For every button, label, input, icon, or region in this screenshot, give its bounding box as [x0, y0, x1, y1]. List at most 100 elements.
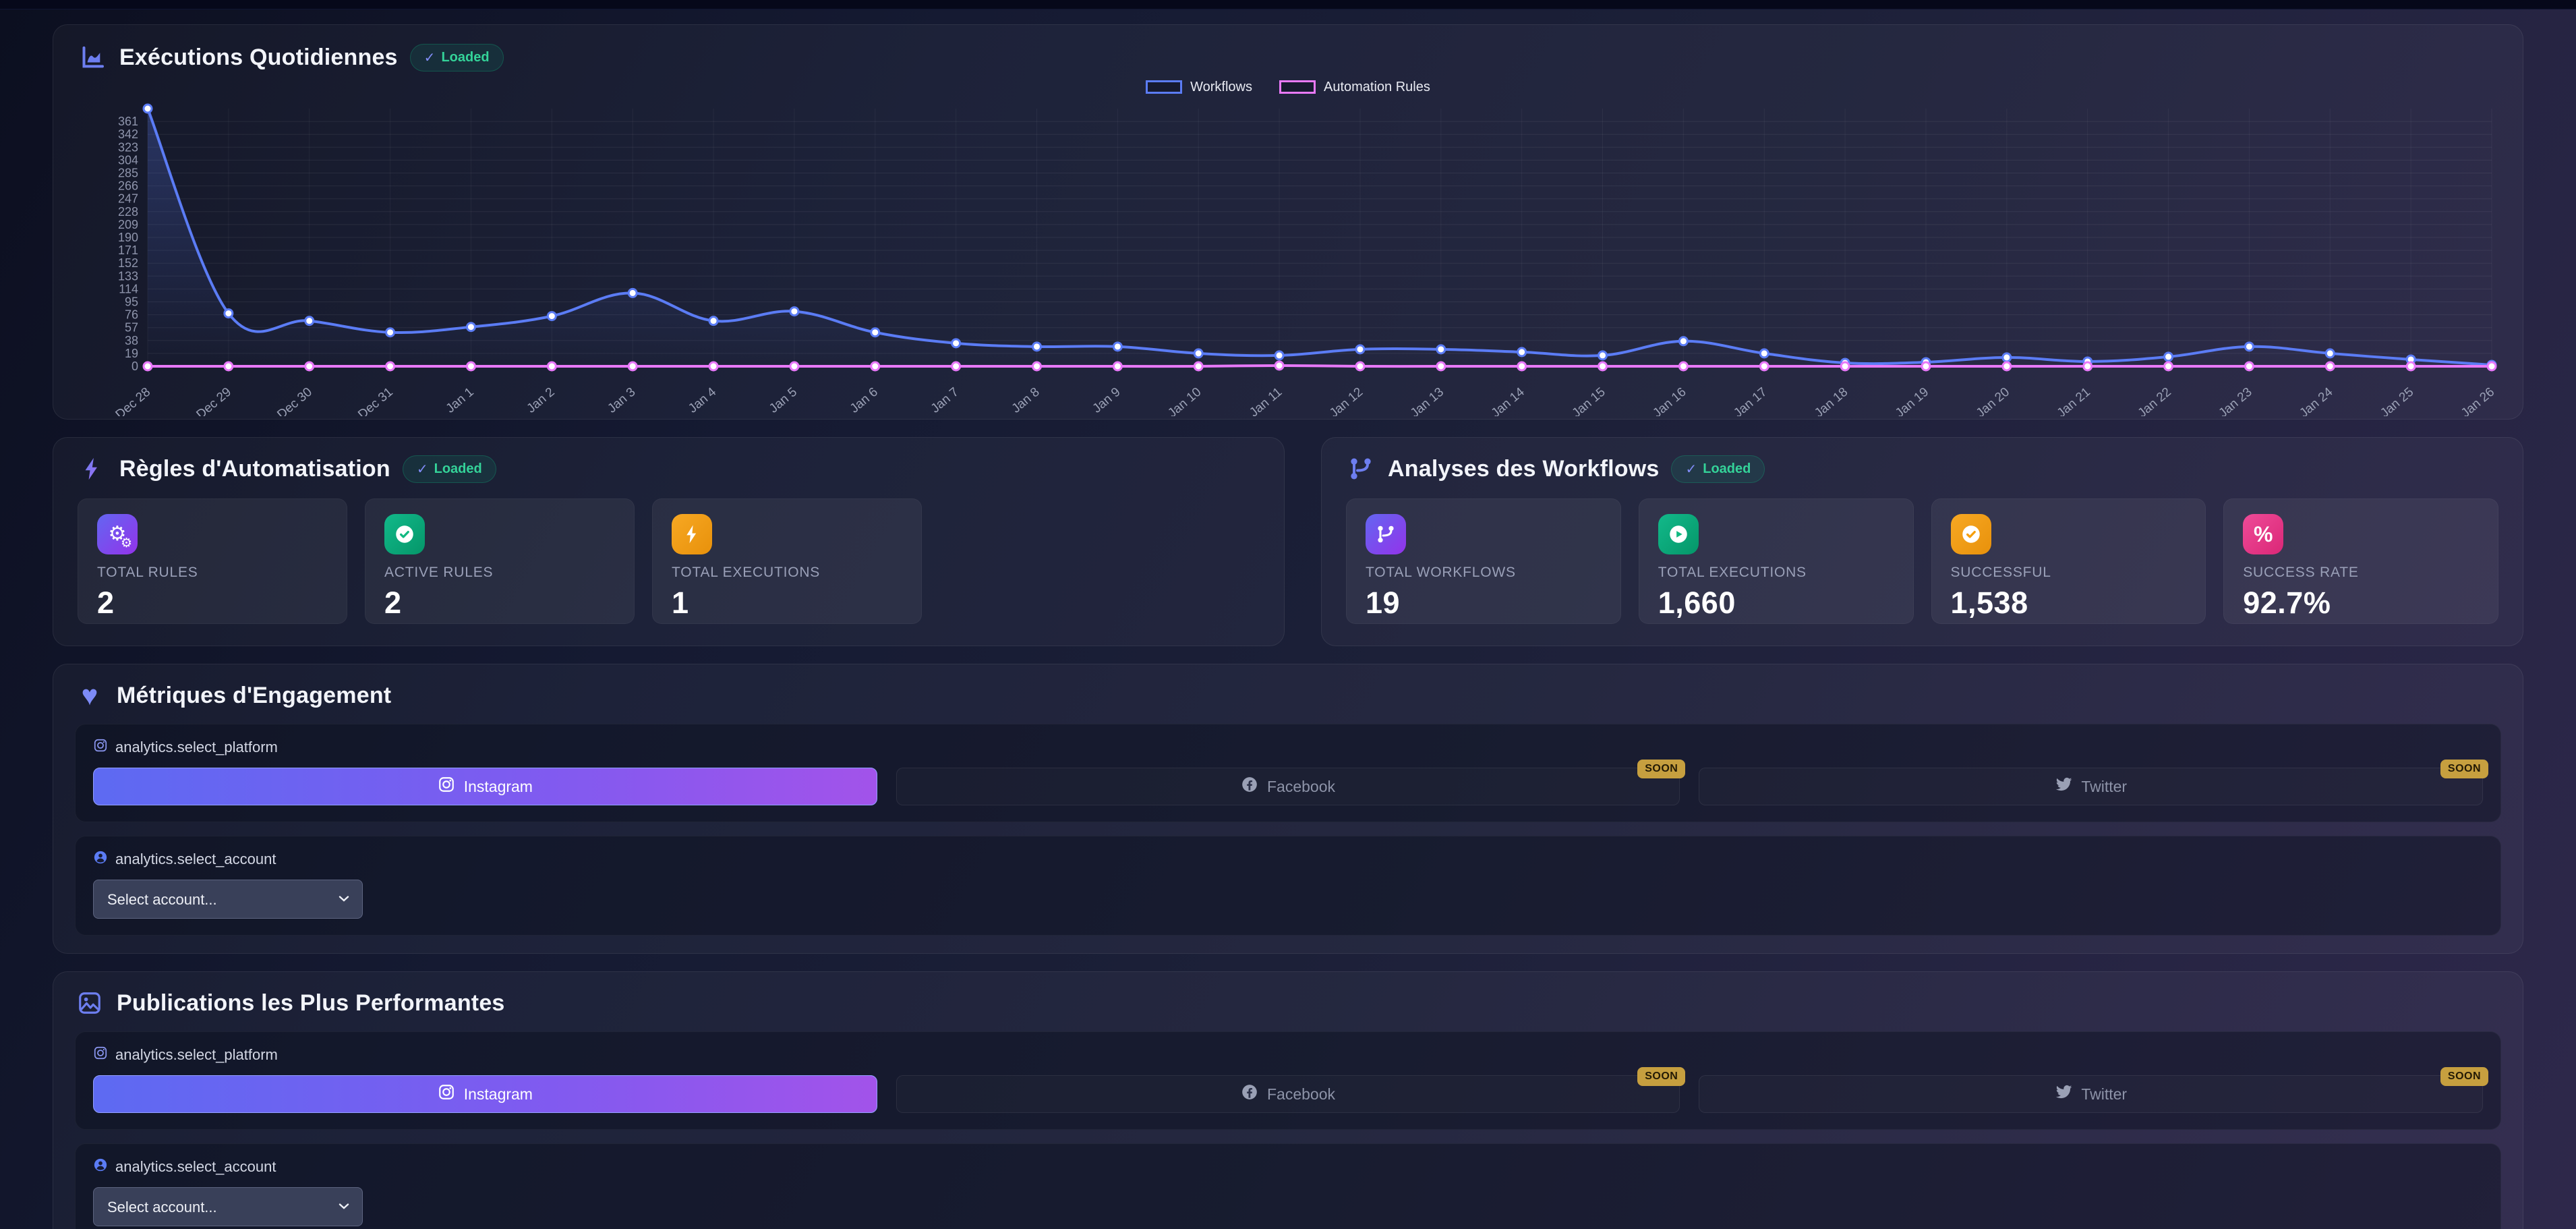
- status-badge: ✓ Loaded: [402, 455, 496, 483]
- platform-button-facebook[interactable]: SOON Facebook: [896, 760, 1686, 805]
- daily-executions-header: Exécutions Quotidiennes ✓ Loaded: [78, 42, 2498, 72]
- section-title: Publications les Plus Performantes: [117, 990, 505, 1016]
- svg-text:190: 190: [118, 231, 138, 244]
- stat-card-active-rules: ACTIVE RULES 2: [365, 498, 635, 624]
- soon-badge: SOON: [2440, 760, 2489, 778]
- platform-button-instagram[interactable]: Instagram: [93, 1075, 877, 1113]
- svg-text:114: 114: [119, 282, 138, 295]
- svg-text:361: 361: [118, 115, 138, 128]
- automation-rules-header: Règles d'Automatisation ✓ Loaded: [78, 454, 1260, 484]
- top-posts-header: Publications les Plus Performantes: [75, 988, 2501, 1018]
- workflow-icon: [1366, 514, 1406, 554]
- instagram-icon: [93, 1046, 108, 1064]
- workflow-analytics-header: Analyses des Workflows ✓ Loaded: [1346, 454, 2498, 484]
- instagram-icon: [438, 1083, 455, 1105]
- engagement-metrics-panel: ♥ Métriques d'Engagement analytics.selec…: [53, 664, 2523, 954]
- soon-badge: SOON: [1637, 760, 1686, 778]
- area-chart-icon: [78, 42, 107, 72]
- svg-text:266: 266: [118, 179, 138, 193]
- facebook-icon: [1241, 1083, 1258, 1105]
- svg-text:Jan 20: Jan 20: [1974, 385, 2012, 416]
- svg-text:Dec 30: Dec 30: [274, 385, 315, 416]
- platform-button-twitter[interactable]: SOON Twitter: [1699, 1067, 2489, 1113]
- svg-text:Jan 5: Jan 5: [767, 385, 800, 416]
- svg-text:Jan 14: Jan 14: [1489, 384, 1528, 416]
- svg-text:Jan 12: Jan 12: [1327, 385, 1366, 416]
- page-title: Exécutions Quotidiennes: [119, 44, 398, 70]
- section-title: Analyses des Workflows: [1388, 455, 1660, 482]
- svg-text:Jan 25: Jan 25: [2378, 385, 2416, 416]
- svg-text:Jan 4: Jan 4: [686, 384, 719, 416]
- check-circle-icon: [384, 514, 425, 554]
- svg-text:Dec 28: Dec 28: [113, 385, 154, 416]
- twitter-icon: [2055, 1083, 2072, 1105]
- svg-text:0: 0: [131, 360, 138, 373]
- workflow-analytics-panel: Analyses des Workflows ✓ Loaded TOTAL WO…: [1321, 437, 2523, 646]
- account-field-label: analytics.select_account: [93, 850, 2483, 869]
- svg-text:247: 247: [118, 192, 138, 206]
- svg-text:171: 171: [118, 244, 138, 257]
- automation-rules-panel: Règles d'Automatisation ✓ Loaded ⚙ ⚙ TOTA…: [53, 437, 1285, 646]
- svg-text:Jan 17: Jan 17: [1731, 385, 1769, 416]
- svg-text:228: 228: [118, 205, 138, 219]
- status-badge: ✓ Loaded: [1671, 455, 1765, 483]
- percent-icon: %: [2243, 514, 2284, 554]
- svg-text:Jan 19: Jan 19: [1893, 385, 1931, 416]
- svg-text:Jan 15: Jan 15: [1570, 385, 1608, 416]
- svg-text:209: 209: [118, 218, 138, 231]
- stat-card-total-workflows: TOTAL WORKFLOWS 19: [1346, 498, 1621, 624]
- account-field-label: analytics.select_account: [93, 1157, 2483, 1176]
- twitter-icon: [2055, 776, 2072, 797]
- svg-text:152: 152: [118, 256, 138, 270]
- check-circle-icon: [1950, 514, 1991, 554]
- svg-text:133: 133: [118, 269, 138, 283]
- platform-field-label: analytics.select_platform: [93, 1046, 2483, 1064]
- account-select[interactable]: Select account...: [93, 880, 363, 919]
- gears-icon: ⚙ ⚙: [97, 514, 138, 554]
- automation-rules-swatch: [1279, 80, 1316, 94]
- top-posts-panel: Publications les Plus Performantes analy…: [53, 971, 2523, 1229]
- platform-button-instagram[interactable]: Instagram: [93, 768, 877, 805]
- svg-text:323: 323: [118, 140, 138, 154]
- check-icon: ✓: [423, 50, 436, 65]
- chart-legend: Workflows Automation Rules: [78, 75, 2498, 99]
- soon-badge: SOON: [2440, 1067, 2489, 1086]
- svg-text:Jan 24: Jan 24: [2297, 384, 2336, 416]
- legend-item-workflows[interactable]: Workflows: [1146, 80, 1252, 95]
- workflow-analytics-stats: TOTAL WORKFLOWS 19 TOTAL EXECUTIONS 1,66…: [1346, 498, 2498, 624]
- svg-text:Jan 1: Jan 1: [444, 385, 477, 416]
- analytics-dashboard: Exécutions Quotidiennes ✓ Loaded Workflo…: [0, 9, 2576, 1229]
- svg-text:38: 38: [125, 334, 138, 347]
- stat-card-total-executions: TOTAL EXECUTIONS 1,660: [1638, 498, 1914, 624]
- account-field-box: analytics.select_account Select account.…: [75, 836, 2501, 936]
- stat-card-success-rate: % SUCCESS RATE 92.7%: [2223, 498, 2498, 624]
- soon-badge: SOON: [1637, 1067, 1686, 1086]
- daily-executions-panel: Exécutions Quotidiennes ✓ Loaded Workflo…: [53, 24, 2523, 422]
- svg-text:342: 342: [118, 127, 138, 141]
- automation-rules-stats: ⚙ ⚙ TOTAL RULES 2 ACTIVE RULES 2: [78, 498, 1260, 624]
- top-edge-bar: [0, 0, 2576, 9]
- platform-button-twitter[interactable]: SOON Twitter: [1699, 760, 2489, 805]
- svg-text:Jan 2: Jan 2: [524, 385, 557, 416]
- workflow-icon: [1346, 454, 1376, 484]
- section-title: Métriques d'Engagement: [117, 682, 392, 708]
- svg-text:Jan 10: Jan 10: [1165, 385, 1204, 416]
- svg-text:19: 19: [125, 347, 138, 360]
- legend-item-automation-rules[interactable]: Automation Rules: [1279, 80, 1430, 95]
- platform-button-facebook[interactable]: SOON Facebook: [896, 1067, 1686, 1113]
- svg-text:Jan 22: Jan 22: [2136, 385, 2174, 416]
- svg-text:Jan 8: Jan 8: [1009, 385, 1043, 416]
- image-icon: [75, 988, 105, 1018]
- account-select-wrap: Select account...: [93, 880, 363, 919]
- svg-text:285: 285: [118, 167, 138, 180]
- account-select[interactable]: Select account...: [93, 1187, 363, 1226]
- svg-text:76: 76: [125, 308, 138, 322]
- platform-field-box: analytics.select_platform Instagram SOON: [75, 1031, 2501, 1130]
- play-circle-icon: [1658, 514, 1699, 554]
- daily-executions-line-chart: 0 19 38 57 76 95 114 133 152 171 190 209 228 247 266 28…: [78, 99, 2500, 422]
- check-icon: ✓: [416, 461, 428, 477]
- svg-text:Jan 18: Jan 18: [1812, 385, 1850, 416]
- svg-text:Dec 31: Dec 31: [355, 385, 396, 416]
- status-badge: ✓ Loaded: [409, 43, 504, 72]
- check-icon: ✓: [1685, 461, 1697, 477]
